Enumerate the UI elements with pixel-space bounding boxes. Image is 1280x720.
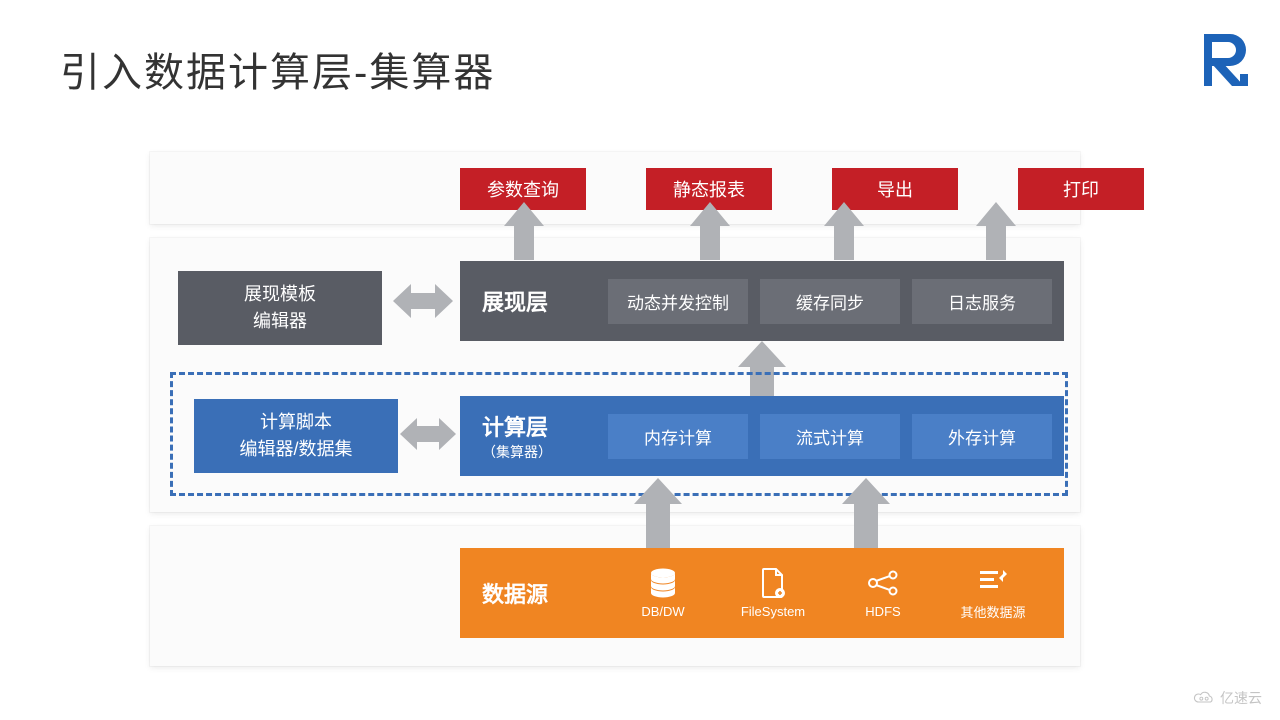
watermark: 亿速云 (1192, 688, 1262, 708)
page-title: 引入数据计算层-集算器 (60, 40, 495, 98)
compute-item-2: 外存计算 (912, 414, 1052, 459)
datasource-layer: 数据源 DB/DW FileSystem (460, 548, 1064, 638)
presentation-item-2: 日志服务 (912, 279, 1052, 324)
datasource-title: 数据源 (460, 577, 608, 609)
file-icon (761, 568, 785, 598)
cloud-icon (1192, 690, 1216, 706)
brand-logo (1196, 30, 1256, 90)
datasource-item-hdfs: HDFS (828, 568, 938, 619)
arrow-up-2 (690, 202, 730, 260)
presentation-editor-l2: 编辑器 (208, 308, 352, 335)
presentation-editor-l1: 展现模板 (208, 281, 352, 308)
compute-layer: 计算层 （集算器） 内存计算 流式计算 外存计算 (460, 396, 1064, 476)
presentation-layer: 展现层 动态并发控制 缓存同步 日志服务 (460, 261, 1064, 341)
arrow-up-4 (976, 202, 1016, 260)
other-source-icon (978, 566, 1008, 596)
datasource-label-db: DB/DW (641, 604, 684, 619)
hdfs-icon (867, 568, 899, 598)
output-print: 打印 (1018, 168, 1144, 210)
compute-layer-title: 计算层 (482, 410, 608, 442)
presentation-layer-title: 展现层 (460, 285, 608, 317)
datasource-item-fs: FileSystem (718, 568, 828, 619)
datasource-item-other: 其他数据源 (938, 566, 1048, 621)
compute-item-1: 流式计算 (760, 414, 900, 459)
compute-editor-l2: 编辑器/数据集 (224, 436, 368, 463)
arrow-up-1 (504, 202, 544, 260)
output-row: 参数查询 静态报表 导出 打印 (460, 168, 1144, 210)
arrow-bi-2 (400, 418, 456, 450)
compute-layer-sub: （集算器） (482, 442, 608, 462)
compute-editor-l1: 计算脚本 (224, 409, 368, 436)
arrow-ds-to-compute-1 (634, 478, 682, 548)
datasource-item-db: DB/DW (608, 568, 718, 619)
compute-layer-header: 计算层 （集算器） (460, 410, 608, 462)
presentation-editor-box: 展现模板 编辑器 (178, 271, 382, 345)
arrow-up-3 (824, 202, 864, 260)
watermark-text: 亿速云 (1220, 688, 1262, 708)
database-icon (649, 568, 677, 598)
arrow-ds-to-compute-2 (842, 478, 890, 548)
datasource-label-fs: FileSystem (741, 604, 805, 619)
compute-editor-box: 计算脚本 编辑器/数据集 (194, 399, 398, 473)
compute-item-0: 内存计算 (608, 414, 748, 459)
arrow-bi-1 (393, 284, 453, 318)
datasource-label-other: 其他数据源 (960, 602, 1025, 621)
datasource-label-hdfs: HDFS (865, 604, 900, 619)
presentation-item-1: 缓存同步 (760, 279, 900, 324)
presentation-item-0: 动态并发控制 (608, 279, 748, 324)
